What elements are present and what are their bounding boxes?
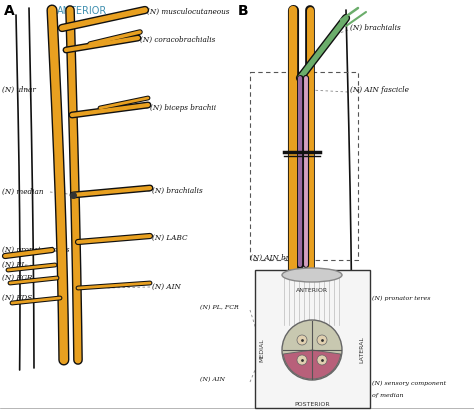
- Text: (N) AIN: (N) AIN: [152, 283, 181, 291]
- Circle shape: [317, 355, 327, 365]
- Text: MEDIAL: MEDIAL: [259, 338, 264, 362]
- Circle shape: [297, 355, 307, 365]
- Text: C: C: [257, 272, 267, 286]
- Text: ANTERIOR: ANTERIOR: [296, 288, 328, 293]
- Bar: [255, 270, 370, 408]
- Text: (N) pronator teres: (N) pronator teres: [372, 296, 430, 300]
- Text: (N) median: (N) median: [2, 188, 44, 196]
- Text: B: B: [238, 4, 249, 18]
- Text: of median: of median: [372, 393, 403, 397]
- Text: (N) brachialis: (N) brachialis: [350, 24, 401, 32]
- Text: (N) PL, FCR: (N) PL, FCR: [200, 305, 239, 311]
- Text: (N) ulnar: (N) ulnar: [2, 86, 36, 94]
- Text: (N) AIN fascicle: (N) AIN fascicle: [350, 86, 409, 94]
- Circle shape: [317, 335, 327, 345]
- Text: (N) sensory component: (N) sensory component: [372, 380, 446, 386]
- Wedge shape: [283, 350, 341, 379]
- Ellipse shape: [282, 268, 342, 282]
- Text: ANTERIOR: ANTERIOR: [57, 6, 107, 16]
- Text: (N) AIN branch: (N) AIN branch: [250, 254, 307, 262]
- Circle shape: [297, 335, 307, 345]
- Text: A: A: [4, 4, 15, 18]
- Text: (N) coracobrachialis: (N) coracobrachialis: [140, 36, 215, 44]
- Circle shape: [282, 320, 342, 380]
- Text: (N) LABC: (N) LABC: [152, 234, 188, 242]
- Text: (N) musculocutaneous: (N) musculocutaneous: [147, 8, 229, 16]
- Text: (N) biceps brachii: (N) biceps brachii: [150, 104, 216, 112]
- Text: LATERAL: LATERAL: [359, 337, 365, 363]
- Text: (N) PL: (N) PL: [2, 261, 26, 269]
- Text: (N) FDS: (N) FDS: [2, 294, 32, 302]
- Text: (N) AIN: (N) AIN: [200, 377, 225, 383]
- Text: (N) brachialis: (N) brachialis: [152, 187, 203, 195]
- Text: (N) FCR: (N) FCR: [2, 274, 32, 282]
- Text: POSTERIOR: POSTERIOR: [294, 402, 330, 406]
- Text: (N) pronator teres: (N) pronator teres: [2, 246, 70, 254]
